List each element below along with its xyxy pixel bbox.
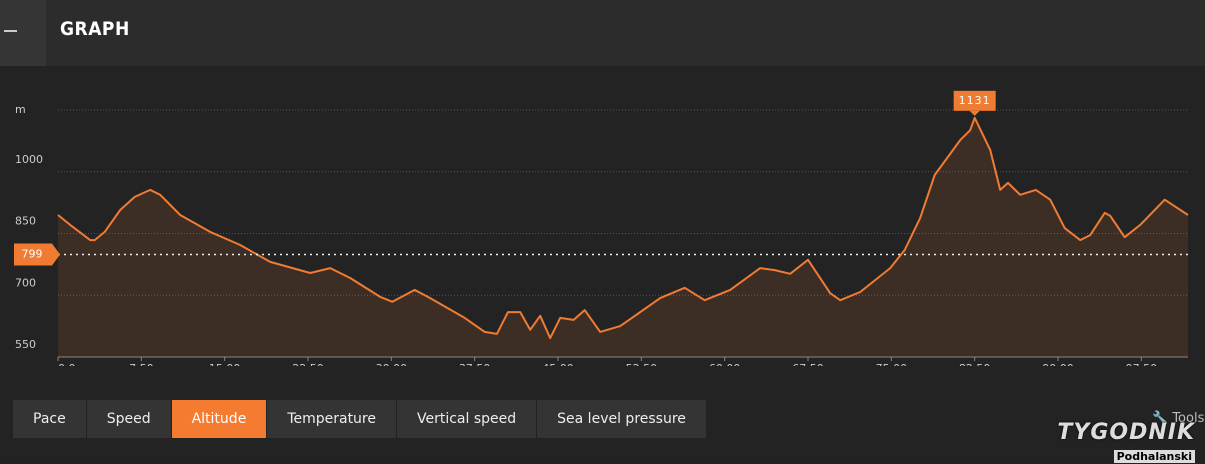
max-badge	[953, 90, 996, 111]
x-tick-label: 7.50	[129, 362, 154, 366]
x-tick-label: 90.00	[1042, 362, 1074, 366]
header-title: GRAPH	[60, 18, 130, 40]
max-label: 1131	[959, 94, 991, 107]
area-fill	[58, 117, 1188, 357]
x-tick-label: 82.50	[959, 362, 991, 366]
tab[interactable]: Altitude	[171, 400, 267, 438]
x-tick-label: 30.00	[376, 362, 408, 366]
x-tick-label: 60.00	[709, 362, 741, 366]
y-axis-label: m	[15, 103, 26, 116]
x-tick-label: 45.00	[542, 362, 574, 366]
x-tick-label: 0.0	[58, 362, 76, 366]
minus-icon	[4, 30, 17, 32]
x-tick-label: 75.00	[876, 362, 908, 366]
x-tick-label: 22.50	[292, 362, 324, 366]
chart: m 550 700 850 1000 0.0 7.50 15.00 22.50 30.00 37.5…	[14, 90, 1189, 366]
tab[interactable]: Temperature	[267, 400, 396, 438]
max-badge-pointer	[969, 110, 980, 116]
y-tick-label: 850	[15, 215, 36, 228]
tab[interactable]: Speed	[86, 400, 171, 438]
x-tick-label: 67.50	[792, 362, 824, 366]
y-tick-label: 1000	[15, 153, 43, 166]
x-tick-label: 52.50	[626, 362, 658, 366]
header: GRAPH	[0, 0, 1205, 66]
altitude-line	[57, 116, 1189, 340]
reference-badge	[14, 243, 60, 266]
x-tick-label: 37.50	[459, 362, 491, 366]
tools-label: Tools	[1172, 411, 1205, 426]
reference-label: 799	[22, 247, 43, 260]
tab-bar: Pace Speed Altitude Temperature Vertical spe…	[13, 400, 706, 438]
watermark-subtitle: Podhalanski	[1113, 450, 1195, 463]
tab[interactable]: Sea level pressure	[537, 400, 706, 438]
x-tick-label: 97.50	[1126, 362, 1158, 366]
tab[interactable]: Vertical speed	[397, 400, 537, 438]
watermark: TYGODNIK Podhalanski	[1030, 420, 1195, 464]
tools-button[interactable]: 🔧 Tools	[1152, 411, 1205, 426]
tab[interactable]: Pace	[13, 400, 86, 438]
collapse-button[interactable]	[0, 0, 46, 66]
watermark-title: TYGODNIK	[1057, 420, 1195, 445]
y-tick-label: 550	[15, 338, 36, 351]
y-tick-label: 700	[15, 276, 36, 289]
x-tick-label: 15.00	[209, 362, 241, 366]
